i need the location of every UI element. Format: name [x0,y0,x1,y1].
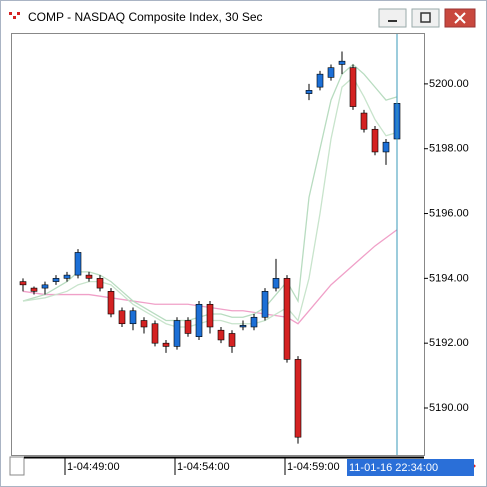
scroll-box[interactable] [9,456,25,476]
candle-body [96,278,104,289]
candle-body [129,310,137,325]
candle-body [371,128,379,153]
candle-body [118,310,126,325]
candle-body [382,141,390,153]
candle-body [162,342,170,347]
candle-body [250,316,258,328]
candle-body [85,274,93,279]
icon-part [17,12,20,15]
crosshair-label-bg [347,459,474,476]
candle-body [19,281,27,286]
candle-body [184,320,192,334]
x-tick-label: 1-04:49:00 [67,461,120,473]
candle-body [239,325,247,328]
close-icon [454,12,466,24]
candle-body [151,323,159,344]
y-tick-label: 5196.00 [429,207,469,219]
candle-body [305,90,313,94]
candle-body [360,112,368,130]
candle-body [283,278,291,360]
candle-body [206,303,214,328]
y-tick-label: 5194.00 [429,272,469,284]
crosshair-label: 11-01-16 22:34:00 [349,462,438,474]
y-tick-label: 5198.00 [429,143,469,155]
y-tick-label: 5192.00 [429,337,469,349]
candle-body [140,320,148,328]
candle-body [195,303,203,337]
candle-body [217,329,225,341]
candle-body [294,359,302,438]
candle-body [349,67,357,107]
y-tick-label: 5200.00 [429,78,469,90]
candle-body [327,67,335,78]
minimize-button[interactable] [378,8,407,28]
candle-body [74,252,82,276]
x-tick-label: 1-04:54:00 [177,461,230,473]
icon-part [13,16,16,19]
maximize-icon [420,12,431,23]
candle-body [173,320,181,347]
window-title: COMP - NASDAQ Composite Index, 30 Sec [28,10,263,24]
candle-body [52,278,60,282]
candle-body [316,73,324,88]
candle-body [261,291,269,318]
x-tick-label: 1-04:59:00 [287,461,340,473]
candle-body [107,291,115,315]
candle-body [338,60,346,65]
y-tick-label: 5190.00 [429,402,469,414]
plot-area [11,33,425,456]
icon-part [9,12,12,15]
candle-body [63,274,71,279]
candle-body [272,278,280,289]
maximize-button[interactable] [411,8,440,28]
candle-body [41,284,49,289]
candle-body [228,333,236,347]
candle-body [30,287,38,292]
